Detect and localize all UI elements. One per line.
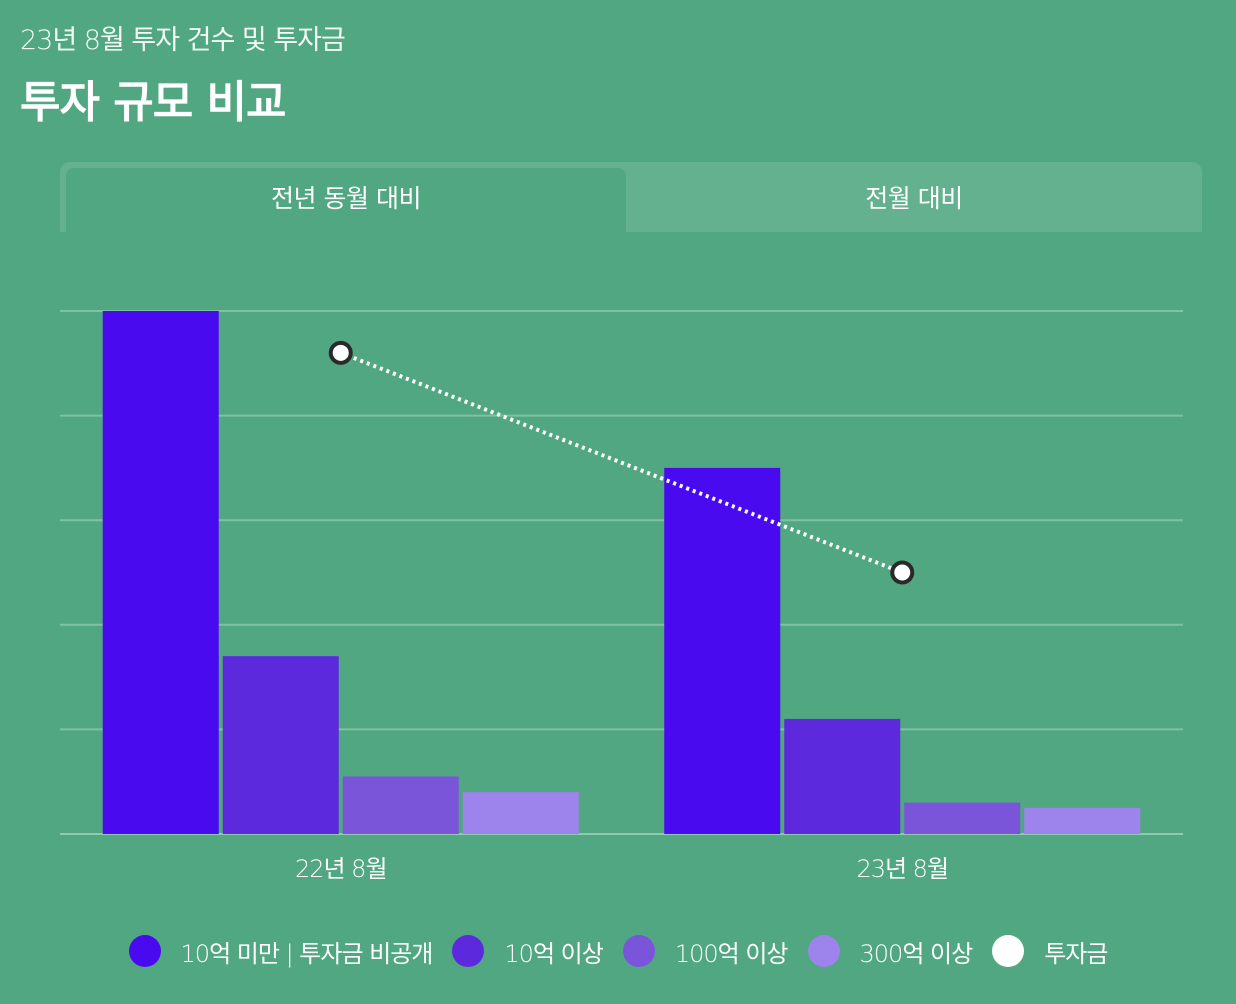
bar-series-2-cat-2 <box>784 718 901 834</box>
bar-series-3-cat-2 <box>904 802 1021 834</box>
legend-swatch <box>807 935 840 967</box>
legend-label: 투자금 <box>1044 939 1108 968</box>
legend-item: 10억 이상 <box>452 934 604 969</box>
legend-label: 100억 이상 <box>674 939 789 968</box>
legend-label: 300억 이상 <box>859 939 974 968</box>
legend-item: 투자금 <box>992 934 1108 969</box>
tab-month-over-month[interactable]: 전월 대비 <box>865 184 963 213</box>
bar-series-2-cat-1 <box>222 656 339 834</box>
bar-series-4-cat-1 <box>462 792 579 834</box>
legend-item: 10억 미만 | 투자금 비공개 <box>128 934 434 969</box>
tab-year-over-year[interactable]: 전년 동월 대비 <box>66 168 626 232</box>
category-label: 23년 8월 <box>856 855 948 883</box>
investment-line-path <box>340 350 903 575</box>
bar-series-3-cat-1 <box>342 776 459 834</box>
investment-bar-chart: 22년 8월 23년 8월 <box>60 310 1183 883</box>
category-label: 22년 8월 <box>295 855 387 883</box>
legend-swatch <box>452 935 485 967</box>
investment-line <box>328 340 915 585</box>
legend-swatch <box>992 935 1025 967</box>
bar-series-1-cat-1 <box>102 311 219 834</box>
bars <box>102 311 1141 834</box>
comparison-tabs: 전년 동월 대비 전월 대비 <box>60 162 1202 232</box>
legend-item: 300억 이상 <box>807 934 974 969</box>
bar-series-4-cat-2 <box>1024 807 1141 834</box>
chart-subtitle: 23년 8월 투자 건수 및 투자금 <box>20 25 346 56</box>
legend-swatch <box>128 935 161 967</box>
investment-point-2 <box>890 560 915 585</box>
legend-label: 10억 미만 | 투자금 비공개 <box>180 939 434 968</box>
bar-series-1-cat-2 <box>664 467 781 834</box>
chart-legend: 10억 미만 | 투자금 비공개 10억 이상 100억 이상 300억 이상 투자금 <box>0 926 1236 976</box>
legend-item: 100억 이상 <box>622 934 789 969</box>
legend-label: 10억 이상 <box>504 939 603 968</box>
chart-title: 투자 규모 비교 <box>20 77 287 128</box>
category-labels: 22년 8월 23년 8월 <box>295 855 949 883</box>
legend-swatch <box>622 935 655 967</box>
investment-point-1 <box>328 340 353 365</box>
